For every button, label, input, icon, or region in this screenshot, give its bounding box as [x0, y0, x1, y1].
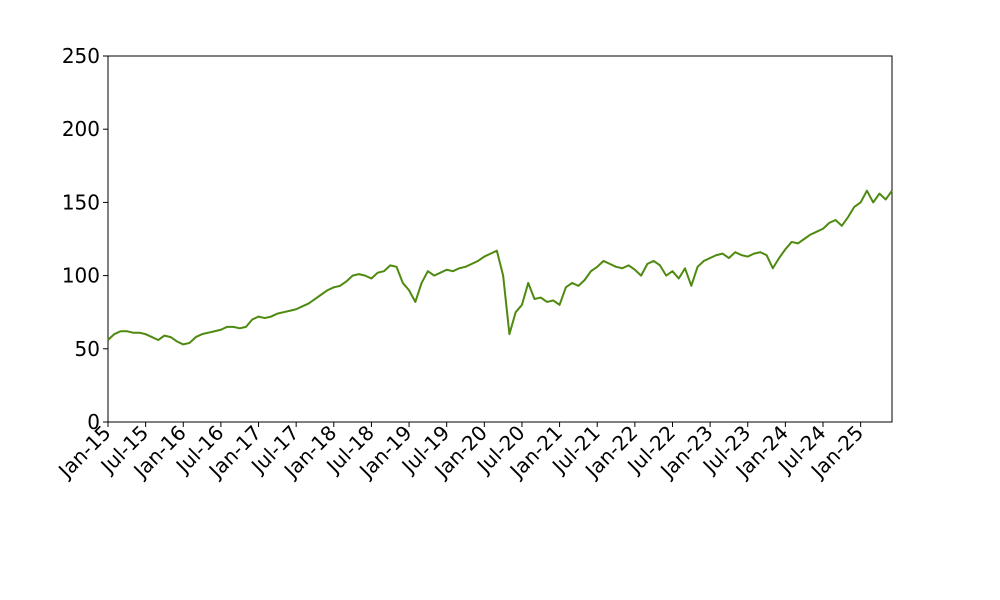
y-tick-label: 200 — [62, 117, 100, 141]
y-tick-label: 250 — [62, 44, 100, 68]
y-tick-label: 150 — [62, 190, 100, 214]
data-line — [107, 189, 893, 346]
y-tick-label: 50 — [75, 337, 100, 361]
y-tick-label: 100 — [62, 264, 100, 288]
plot-frame — [107, 55, 893, 423]
y-tick-label: 0 — [87, 410, 100, 434]
